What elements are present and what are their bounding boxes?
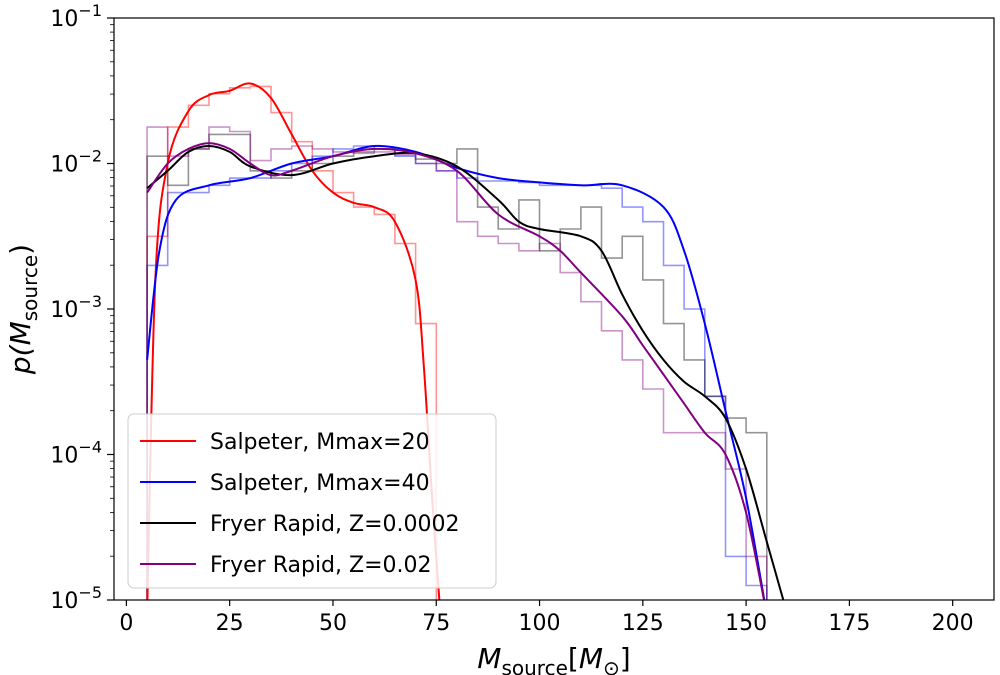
y-tick-label: 10−3 — [50, 292, 102, 323]
x-tick-label: 150 — [725, 611, 767, 636]
y-label-sub: source — [18, 255, 42, 321]
histogram-series — [146, 85, 438, 600]
legend-label: Salpeter, Mmax=40 — [210, 471, 430, 496]
x-tick-label: 200 — [932, 611, 974, 636]
kde-layer — [146, 82, 785, 600]
x-tick-label: 25 — [216, 611, 244, 636]
histogram-series — [146, 133, 768, 600]
kde-series-line — [146, 82, 441, 600]
x-tick-label: 50 — [319, 611, 347, 636]
y-tick-label: 10−4 — [50, 438, 102, 469]
legend-label: Fryer Rapid, Z=0.0002 — [210, 512, 460, 537]
y-axis: 10−5 10−4 10−3 10−2 10−1 — [50, 1, 114, 614]
legend-label: Salpeter, Mmax=20 — [210, 430, 430, 455]
x-axis-label: Msource[M⊙] — [477, 642, 630, 675]
kde-series-line — [146, 144, 766, 600]
x-label-main: M — [477, 642, 501, 675]
x-tick-label: 125 — [622, 611, 664, 636]
y-tick-label: 10−5 — [50, 583, 102, 614]
y-axis-label: p(Msource) — [4, 244, 42, 375]
x-tick-label: 0 — [119, 611, 133, 636]
y-label-inner: M — [4, 321, 37, 345]
y-tick-label: 10−2 — [50, 147, 102, 178]
x-tick-label: 100 — [519, 611, 561, 636]
histogram-series — [146, 126, 768, 600]
x-tick-label: 175 — [828, 611, 870, 636]
y-label-main: p( — [4, 344, 37, 375]
x-label-bracket-open: [ — [568, 642, 579, 675]
x-tick-label: 75 — [422, 611, 450, 636]
kde-series-line — [146, 144, 785, 600]
x-label-bracket-close: ] — [620, 642, 631, 675]
x-label-inner: M — [579, 642, 603, 675]
kde-series-line — [146, 142, 765, 600]
legend-label: Fryer Rapid, Z=0.02 — [210, 553, 432, 578]
x-axis: 0 25 50 75 100 125 150 175 200 — [119, 600, 974, 636]
y-tick-label: 10−1 — [50, 1, 102, 32]
x-label-inner-sub: ⊙ — [603, 656, 620, 675]
legend-box — [127, 413, 497, 589]
y-label-close: ) — [4, 244, 37, 255]
legend: Salpeter, Mmax=20 Salpeter, Mmax=40 Fryer … — [127, 413, 497, 589]
x-label-sub: source — [501, 656, 567, 675]
